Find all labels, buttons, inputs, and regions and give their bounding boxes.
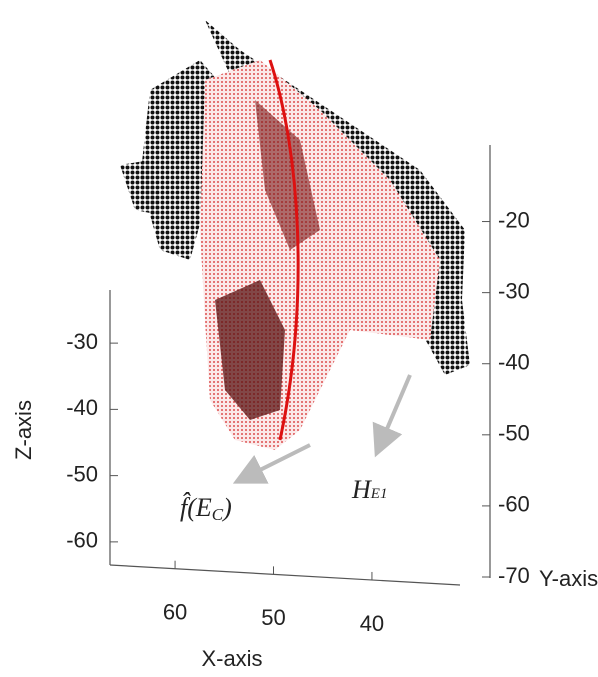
x-tick-label: 50	[261, 605, 285, 630]
x-axis-line	[109, 564, 461, 586]
y-tick-label: -50	[498, 421, 530, 446]
x-tick-label: 60	[163, 600, 187, 625]
y-axis-label: Y-axis	[539, 566, 598, 591]
annotation: HE1	[351, 475, 387, 504]
y-tick-label: -30	[498, 278, 530, 303]
annotation: f̂(EC)	[180, 493, 232, 524]
z-tick-label: -30	[66, 329, 98, 354]
y-tick-label: -40	[498, 350, 530, 375]
y-tick-label: -20	[498, 207, 530, 232]
y-tick-label: -60	[498, 492, 530, 517]
z-tick-label: -50	[66, 461, 98, 486]
z-axis-label: Z-axis	[11, 400, 36, 460]
z-tick-label: -60	[66, 528, 98, 553]
x-axis-label: X-axis	[201, 646, 262, 671]
arrow	[232, 443, 311, 484]
x-tick-label: 40	[360, 611, 384, 636]
point-cloud	[120, 20, 470, 450]
arrow	[372, 374, 412, 458]
z-tick-label: -40	[66, 395, 98, 420]
y-tick-label: -70	[498, 563, 530, 588]
